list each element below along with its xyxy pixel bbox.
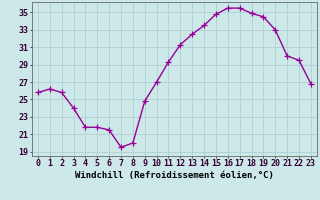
X-axis label: Windchill (Refroidissement éolien,°C): Windchill (Refroidissement éolien,°C) xyxy=(75,171,274,180)
